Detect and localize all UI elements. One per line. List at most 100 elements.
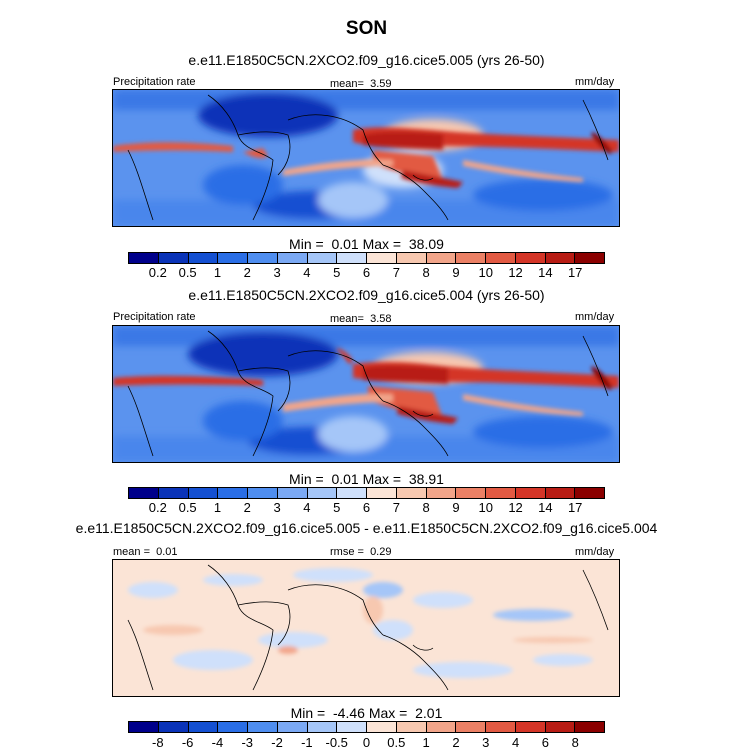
colorbar-tick-label: -0.5: [325, 735, 348, 750]
colorbar-swatch: [158, 253, 189, 263]
colorbar-swatch: [218, 488, 248, 498]
colorbar-tick-label: 17: [567, 265, 583, 280]
colorbar-swatch: [515, 488, 546, 498]
colorbar-swatch: [396, 253, 427, 263]
colorbar-tick-label: -4: [211, 735, 224, 750]
panel-2-variable-label: Precipitation rate: [113, 311, 196, 323]
colorbar-tick-label: 8: [422, 500, 430, 515]
panel-3-colorbar: [128, 721, 605, 733]
colorbar-tick-label: -3: [241, 735, 254, 750]
colorbar-swatch: [456, 488, 486, 498]
colorbar-tick-label: 9: [452, 265, 460, 280]
panel-3-title: e.e11.E1850C5CN.2XCO2.f09_g16.cice5.005 …: [75, 520, 658, 536]
colorbar-swatch: [575, 722, 604, 732]
colorbar-tick-label: 5: [333, 500, 341, 515]
colorbar-tick-label: 4: [511, 735, 520, 750]
panel-2-title: e.e11.E1850C5CN.2XCO2.f09_g16.cice5.004 …: [188, 287, 545, 303]
colorbar-swatch: [129, 722, 159, 732]
colorbar-tick-label: -6: [181, 735, 194, 750]
panel-2-map-svg: [113, 326, 619, 462]
panel-3-min-value: -4.46: [333, 705, 365, 721]
colorbar-swatch: [158, 488, 189, 498]
panel-3-map: [112, 559, 620, 697]
panel-1-min-text: Min =: [289, 236, 324, 252]
panel-1-coastlines: [127, 94, 609, 221]
panel-1-max-value: 38.09: [408, 236, 444, 252]
panel-2-max-text: Max =: [362, 471, 402, 487]
colorbar-tick-label: 1: [213, 265, 222, 280]
colorbar-swatch: [129, 488, 159, 498]
colorbar-tick-label: 12: [508, 265, 523, 280]
colorbar-tick-label: 7: [392, 500, 400, 515]
colorbar-tick-label: 12: [508, 500, 523, 515]
panel-1-min-value: 0.01: [331, 236, 359, 252]
panel-2-map: [112, 325, 620, 463]
colorbar-tick-label: -1: [301, 735, 313, 750]
colorbar-swatch: [188, 488, 219, 498]
panel-3-coastlines: [127, 564, 609, 691]
panel-3-mean-value: 0.01: [156, 546, 178, 558]
colorbar-tick-label: 2: [452, 735, 460, 750]
panel-1-map-svg: [113, 90, 619, 226]
colorbar-swatch: [277, 722, 308, 732]
colorbar-swatch: [486, 722, 516, 732]
colorbar-swatch: [575, 253, 604, 263]
panel-1-max-text: Max =: [362, 236, 402, 252]
panel-1-mean-text: mean=: [330, 78, 364, 90]
colorbar-swatch: [248, 488, 278, 498]
colorbar-tick-label: 0.5: [387, 735, 406, 750]
panel-2-min-value: 0.01: [331, 471, 359, 487]
colorbar-swatch: [486, 253, 516, 263]
panel-3-units: mm/day: [575, 546, 615, 558]
colorbar-swatch: [277, 253, 308, 263]
colorbar-swatch: [426, 488, 457, 498]
colorbar-swatch: [218, 722, 248, 732]
panel-1-minmax: Min = 0.01 Max = 38.09: [0, 236, 733, 252]
colorbar-tick-label: 6: [362, 265, 371, 280]
colorbar-tick-label: 3: [482, 735, 490, 750]
panel-2-colorbar-ticks: 0.2 0.5 1 2 3 4 5 6 7 8 9 10 12 14 17: [128, 500, 605, 516]
panel-3-max-value: 2.01: [415, 705, 443, 721]
panel-1-variable-label: Precipitation rate: [113, 76, 196, 88]
colorbar-swatch: [248, 253, 278, 263]
colorbar-swatch: [129, 253, 159, 263]
colorbar-tick-label: 6: [362, 500, 371, 515]
colorbar-tick-label: 2: [243, 500, 251, 515]
colorbar-tick-label: 9: [452, 500, 460, 515]
panel-1-mean-value: 3.59: [370, 78, 392, 90]
panel-2-mean-label: mean= 3.58: [330, 313, 392, 325]
colorbar-swatch: [456, 722, 486, 732]
panel-3-rmse-label: rmse = 0.29: [330, 546, 391, 558]
colorbar-tick-label: 3: [273, 500, 281, 515]
colorbar-swatch: [188, 722, 219, 732]
colorbar-swatch: [575, 488, 604, 498]
colorbar-swatch: [188, 253, 219, 263]
colorbar-swatch: [486, 488, 516, 498]
colorbar-tick-label: 14: [538, 265, 553, 280]
panel-1-map: [112, 89, 620, 227]
panel-3-min-text: Min =: [290, 705, 326, 721]
panel-2-minmax: Min = 0.01 Max = 38.91: [0, 471, 733, 487]
panel-3-mean-text: mean =: [113, 546, 150, 558]
colorbar-tick-label: 0.5: [178, 265, 197, 280]
colorbar-tick-label: -8: [152, 735, 164, 750]
panel-2-units: mm/day: [575, 311, 615, 323]
colorbar-swatch: [307, 488, 338, 498]
panel-1-title: e.e11.E1850C5CN.2XCO2.f09_g16.cice5.005 …: [188, 52, 545, 68]
colorbar-tick-label: 10: [478, 500, 493, 515]
colorbar-tick-label: 7: [392, 265, 400, 280]
colorbar-tick-label: 4: [303, 265, 311, 280]
colorbar-tick-label: 10: [478, 265, 493, 280]
colorbar-swatch: [367, 722, 397, 732]
colorbar-swatch: [307, 722, 338, 732]
panel-1-colorbar-ticks: 0.2 0.5 1 2 3 4 5 6 7 8 9 10 12 14 17: [128, 265, 605, 281]
colorbar-swatch: [396, 722, 427, 732]
colorbar-tick-label: 2: [243, 265, 251, 280]
panel-3-mean-label: mean = 0.01: [113, 546, 178, 558]
colorbar-tick-label: 0.2: [148, 500, 167, 515]
colorbar-swatch: [515, 722, 546, 732]
colorbar-tick-label: 1: [422, 735, 430, 750]
colorbar-swatch: [456, 253, 486, 263]
colorbar-tick-label: 1: [213, 500, 222, 515]
colorbar-swatch: [248, 722, 278, 732]
